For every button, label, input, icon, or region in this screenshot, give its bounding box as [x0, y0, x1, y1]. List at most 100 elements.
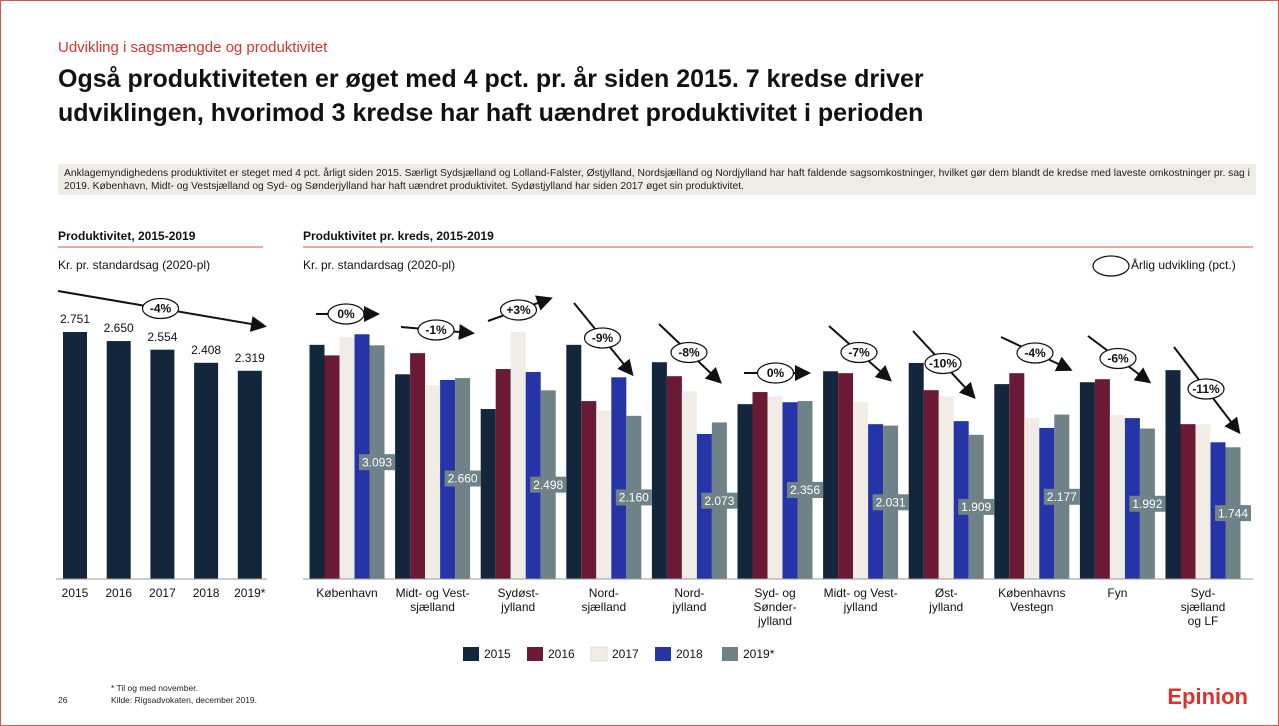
trend-label: -7%: [848, 346, 870, 360]
legend-swatch: [590, 646, 608, 662]
bar: [737, 404, 753, 579]
legend-swatch: [655, 647, 671, 661]
bar: [666, 376, 682, 579]
bar: [425, 385, 441, 579]
x-tick-label: 2017: [149, 586, 176, 600]
page-number: 26: [58, 695, 68, 705]
legend-title: Årlig udvikling (pct.): [1131, 257, 1236, 272]
value-label: 1.909: [961, 500, 991, 514]
chart-title: Produktivitet, 2015-2019: [58, 229, 196, 243]
x-tick-label: Syd- og Sønder-jylland: [753, 586, 796, 628]
bar: [994, 384, 1010, 579]
unit-label: Kr. pr. standardsag (2020-pl): [58, 258, 210, 272]
value-label-box: [444, 470, 481, 487]
trend-bubble: [840, 341, 878, 364]
bar: [838, 373, 854, 579]
bar: [1109, 415, 1125, 579]
bar: [566, 344, 582, 579]
value-label: 2.498: [533, 478, 563, 492]
logo: Epinion: [1167, 684, 1248, 709]
unit-label: Kr. pr. standardsag (2020-pl): [303, 258, 455, 272]
x-tick-label: Øst-jylland: [928, 586, 963, 614]
bar: [1165, 370, 1181, 579]
bar: [495, 369, 511, 579]
value-label: 2.160: [619, 491, 649, 505]
legend-swatch: [527, 647, 543, 661]
x-tick-label: Sydøst-jylland: [498, 586, 539, 614]
bar: [480, 409, 496, 579]
bar: [1180, 424, 1196, 579]
bar: [1009, 373, 1025, 579]
value-label: 2.751: [60, 312, 90, 326]
bar: [1079, 382, 1095, 579]
trend-label: 0%: [767, 366, 785, 380]
value-label-box: [958, 498, 995, 515]
value-label-box: [1043, 488, 1080, 505]
legend-swatch: [463, 647, 479, 661]
bar: [681, 391, 697, 579]
x-tick-label: 2019*: [234, 586, 266, 600]
bar: [63, 332, 87, 579]
bar: [339, 337, 355, 579]
value-label-box: [530, 476, 567, 493]
trend-bubble: [1016, 342, 1054, 364]
value-label-box: [1215, 505, 1251, 522]
bar: [752, 392, 768, 579]
source: Kilde: Rigsadvokaten, december 2019.: [111, 695, 258, 705]
subtitle: Udvikling i sagsmængde og produktivitet: [58, 39, 328, 56]
bar: [237, 370, 262, 579]
title-line: Også produktiviteten er øget med 4 pct. …: [58, 65, 924, 93]
bar: [1024, 418, 1040, 579]
trend-label: 0%: [337, 307, 355, 321]
x-tick-label: København: [316, 586, 377, 600]
value-label: 3.093: [362, 455, 392, 469]
x-tick-label: Midt- og Vest-jylland: [824, 586, 898, 614]
value-label-box: [872, 494, 909, 511]
trend-bubble: [1099, 347, 1137, 370]
trend-label: -10%: [929, 357, 957, 371]
bar: [1195, 424, 1211, 579]
bar: [194, 362, 219, 579]
x-tick-label: Nord-sjælland: [581, 586, 626, 614]
trend-label: -9%: [592, 331, 614, 345]
trend-bubble: [327, 303, 365, 325]
value-label: 2.177: [1047, 490, 1077, 504]
bar: [611, 377, 627, 579]
bar: [651, 362, 667, 579]
bar: [106, 341, 131, 579]
bar: [823, 371, 839, 579]
bar: [309, 344, 325, 579]
x-tick-label: Københavns Vestegn: [998, 586, 1065, 614]
trend-bubble: [499, 299, 538, 321]
bar: [324, 355, 340, 579]
trend-label: -11%: [1192, 382, 1220, 396]
x-tick-label: Nord-jylland: [671, 586, 706, 614]
bar: [767, 396, 783, 579]
legend-label: 2018: [676, 647, 703, 661]
bar: [581, 401, 597, 579]
trend-label: -4%: [1024, 346, 1046, 360]
bar: [395, 374, 411, 579]
chart-title: Produktivitet pr. kreds, 2015-2019: [303, 229, 494, 243]
value-label: 2.356: [790, 483, 820, 497]
trend-bubble: [417, 319, 455, 341]
value-label: 2.319: [235, 351, 265, 365]
summary: Anklagemyndighedens produktivitet er ste…: [58, 164, 1256, 195]
value-label: 2.554: [147, 330, 177, 344]
value-label-box: [615, 489, 652, 506]
value-label-box: [787, 482, 823, 499]
value-label: 2.660: [448, 472, 478, 486]
trend-bubble: [670, 341, 708, 364]
value-label-box: [359, 454, 395, 471]
bar: [150, 349, 175, 579]
trend-bubble: [756, 362, 795, 384]
value-label: 2.031: [876, 495, 906, 509]
x-tick-label: Syd-sjælland og LF: [1181, 586, 1226, 628]
trend-label: +3%: [506, 303, 531, 317]
legend-swatch: [722, 647, 738, 661]
x-tick-label: Fyn: [1107, 586, 1127, 600]
footnote: * Til og med november.: [111, 683, 198, 693]
bar: [1094, 379, 1110, 579]
trend-label: -6%: [1107, 352, 1129, 366]
